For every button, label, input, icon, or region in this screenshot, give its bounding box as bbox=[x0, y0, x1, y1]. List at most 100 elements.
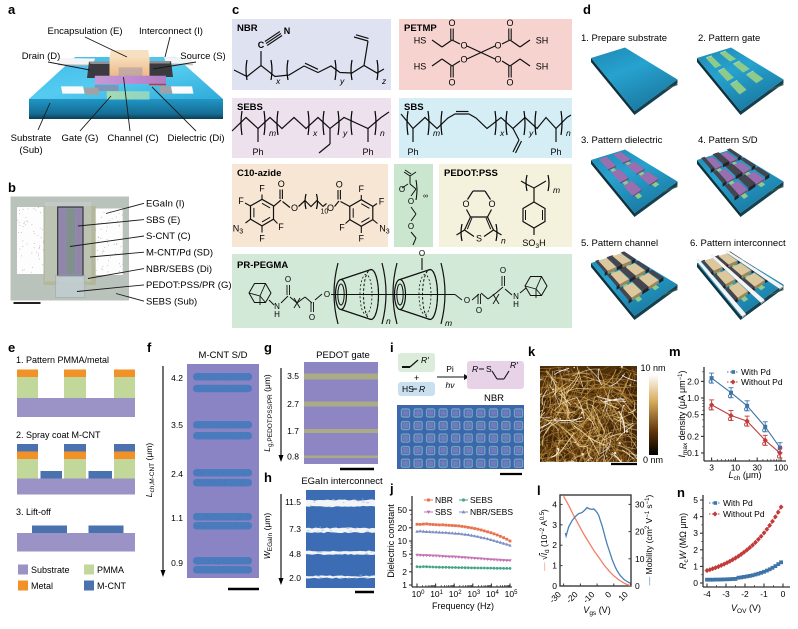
svg-text:1: 1 bbox=[402, 580, 407, 590]
svg-text:Drain (D): Drain (D) bbox=[22, 51, 61, 62]
svg-text:F: F bbox=[259, 234, 265, 244]
svg-text:Channel (C): Channel (C) bbox=[107, 133, 158, 144]
svg-text:2. Spray coat M-CNT: 2. Spray coat M-CNT bbox=[16, 430, 101, 440]
svg-text:M-CNT S/D: M-CNT S/D bbox=[199, 350, 248, 361]
svg-text:O: O bbox=[448, 18, 455, 28]
svg-text:2: 2 bbox=[402, 567, 407, 577]
svg-text:3.5: 3.5 bbox=[171, 420, 183, 430]
svg-text:10 nm: 10 nm bbox=[640, 363, 665, 373]
svg-text:m: m bbox=[553, 185, 560, 195]
svg-text:d: d bbox=[583, 2, 591, 17]
svg-text:O: O bbox=[336, 180, 343, 190]
svg-text:Vgs (V): Vgs (V) bbox=[583, 605, 610, 617]
svg-text:HS: HS bbox=[414, 62, 427, 72]
svg-text:O: O bbox=[419, 249, 425, 258]
svg-text:R: R bbox=[472, 364, 478, 374]
svg-text:PEDOT:PSS/PR (G): PEDOT:PSS/PR (G) bbox=[146, 280, 232, 291]
svg-text:O: O bbox=[399, 185, 405, 194]
svg-text:hν: hν bbox=[446, 380, 456, 390]
svg-text:f: f bbox=[147, 340, 152, 355]
svg-text:S-CNT (C): S-CNT (C) bbox=[146, 231, 191, 242]
svg-text:0 nm: 0 nm bbox=[643, 455, 663, 465]
svg-text:z: z bbox=[381, 76, 387, 86]
svg-text:O: O bbox=[278, 179, 285, 189]
svg-text:F: F bbox=[379, 197, 385, 207]
svg-text:1: 1 bbox=[693, 561, 698, 571]
svg-text:SO3H: SO3H bbox=[522, 238, 545, 250]
svg-text:0.2: 0.2 bbox=[687, 431, 699, 441]
svg-text:Ph: Ph bbox=[407, 147, 418, 157]
svg-text:20: 20 bbox=[635, 527, 645, 537]
svg-text:4. Pattern S/D: 4. Pattern S/D bbox=[698, 135, 758, 146]
svg-text:M-CNT/Pd (SD): M-CNT/Pd (SD) bbox=[146, 247, 213, 258]
svg-text:g: g bbox=[264, 340, 272, 355]
svg-text:e: e bbox=[8, 340, 15, 355]
svg-text:F: F bbox=[359, 234, 365, 244]
svg-text:0.8: 0.8 bbox=[287, 452, 299, 462]
svg-text:O: O bbox=[488, 199, 495, 209]
svg-text:2: 2 bbox=[552, 540, 557, 550]
svg-text:S: S bbox=[486, 364, 492, 374]
svg-text:Metal: Metal bbox=[31, 581, 53, 591]
svg-text:0: 0 bbox=[552, 581, 557, 591]
svg-text:HS: HS bbox=[414, 36, 427, 46]
svg-text:Source (S): Source (S) bbox=[180, 51, 225, 62]
svg-text:PR-PEGMA: PR-PEGMA bbox=[237, 260, 288, 271]
svg-text:x: x bbox=[275, 76, 281, 86]
svg-text:Ph: Ph bbox=[550, 147, 561, 157]
svg-text:O: O bbox=[309, 313, 315, 322]
svg-text:Imax density (μA μm−1): Imax density (μA μm−1) bbox=[677, 370, 689, 457]
svg-text:WEGaIn (μm): WEGaIn (μm) bbox=[262, 513, 274, 560]
svg-text:y: y bbox=[339, 76, 345, 86]
svg-text:-3: -3 bbox=[722, 589, 730, 599]
svg-text:O: O bbox=[408, 197, 414, 206]
svg-text:20: 20 bbox=[398, 523, 408, 533]
svg-text:10: 10 bbox=[635, 554, 645, 564]
svg-text:C10-azide: C10-azide bbox=[237, 168, 281, 179]
svg-text:F: F bbox=[278, 222, 284, 232]
svg-text:N3: N3 bbox=[233, 224, 244, 236]
svg-text:n: n bbox=[380, 128, 385, 138]
svg-text:Lch (μm): Lch (μm) bbox=[728, 470, 761, 482]
svg-text:104: 104 bbox=[486, 589, 499, 599]
svg-text:R′: R′ bbox=[421, 355, 429, 365]
svg-text:1. Pattern PMMA/metal: 1. Pattern PMMA/metal bbox=[16, 355, 109, 365]
svg-text:O: O bbox=[285, 275, 291, 284]
svg-text:i: i bbox=[390, 340, 394, 355]
svg-text:F: F bbox=[359, 184, 365, 194]
svg-text:Ph: Ph bbox=[252, 147, 263, 157]
svg-text:— √Id (10−2 A0.5): — √Id (10−2 A0.5) bbox=[539, 509, 551, 571]
svg-text:m: m bbox=[445, 318, 452, 328]
svg-text:O: O bbox=[506, 78, 513, 88]
svg-text:Ph: Ph bbox=[362, 147, 373, 157]
svg-text:3: 3 bbox=[693, 528, 698, 538]
svg-text:PEDOT:PSS: PEDOT:PSS bbox=[444, 168, 498, 179]
svg-text:n: n bbox=[566, 128, 571, 138]
svg-text:6. Pattern interconnect: 6. Pattern interconnect bbox=[690, 238, 786, 249]
svg-text:N3: N3 bbox=[379, 224, 390, 236]
svg-text:PETMP: PETMP bbox=[404, 23, 437, 34]
svg-text:O: O bbox=[448, 78, 455, 88]
svg-text:100: 100 bbox=[412, 589, 425, 599]
svg-text:Dielectric constant: Dielectric constant bbox=[386, 504, 396, 578]
svg-text:101: 101 bbox=[430, 589, 443, 599]
svg-text:y: y bbox=[342, 128, 348, 138]
svg-text:m: m bbox=[669, 344, 681, 359]
svg-text:2.7: 2.7 bbox=[287, 399, 299, 409]
svg-text:Lg,PEDOT:PSS/PR (μm): Lg,PEDOT:PSS/PR (μm) bbox=[262, 374, 274, 452]
svg-text:N: N bbox=[513, 292, 519, 301]
svg-text:NBR: NBR bbox=[237, 23, 258, 34]
svg-text:F: F bbox=[238, 196, 244, 206]
svg-text:0.9: 0.9 bbox=[171, 558, 183, 568]
svg-text:105: 105 bbox=[505, 589, 518, 599]
svg-text:O: O bbox=[500, 266, 506, 275]
svg-text:3. Pattern dielectric: 3. Pattern dielectric bbox=[581, 135, 663, 146]
svg-text:Without Pd: Without Pd bbox=[723, 509, 765, 519]
svg-text:H: H bbox=[513, 300, 519, 309]
svg-text:y: y bbox=[528, 128, 534, 138]
svg-text:H: H bbox=[274, 310, 280, 319]
svg-text:50: 50 bbox=[398, 505, 408, 515]
svg-text:0: 0 bbox=[693, 578, 698, 588]
svg-text:5. Pattern channel: 5. Pattern channel bbox=[581, 238, 658, 249]
svg-text:PMMA: PMMA bbox=[97, 565, 124, 575]
